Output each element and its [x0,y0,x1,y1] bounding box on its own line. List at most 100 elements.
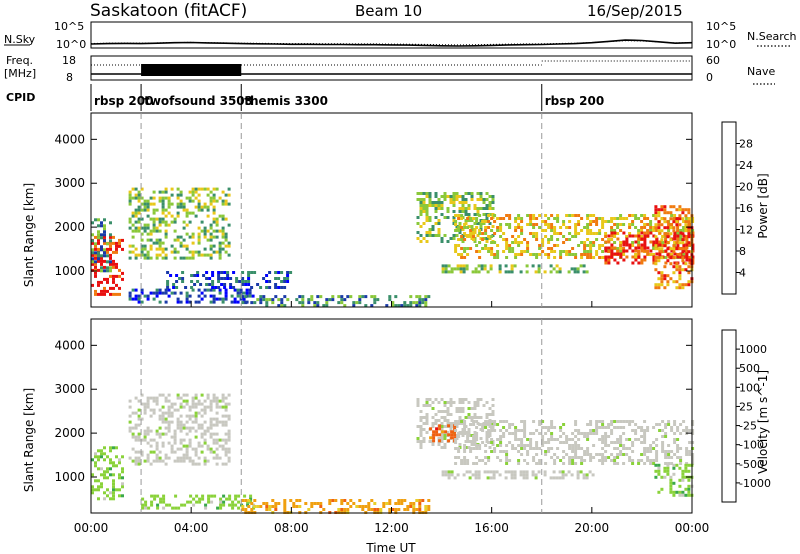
heatmap-cell [179,205,183,209]
heatmap-cell [508,217,512,220]
heatmap-cell [259,295,263,299]
heatmap-cell [589,453,593,456]
heatmap-cell [155,441,159,445]
heatmap-cell [215,396,219,400]
heatmap-cell [155,456,159,460]
heatmap-cell [455,192,459,195]
heatmap-cell [484,229,488,232]
heatmap-cell [428,198,432,201]
heatmap-cell [428,228,432,231]
heatmap-cell [672,229,676,233]
heatmap-cell [670,253,674,256]
heatmap-cell [158,408,162,412]
heatmap-cell [541,238,545,241]
colorbar-tick-label: 8 [739,245,746,258]
heatmap-cell [655,240,659,244]
heatmap-cell [441,470,445,474]
heatmap-cell [628,456,632,459]
heatmap-cell [657,466,661,470]
heatmap-cell [361,508,365,511]
heatmap-cell [146,399,150,403]
heatmap-cell [583,450,587,453]
heatmap-cell [673,438,677,441]
heatmap-cell [640,231,644,235]
heatmap-cell [586,435,590,438]
heatmap-cell [128,196,132,200]
heatmap-cell [568,214,572,217]
heatmap-cell [663,205,667,209]
heatmap-cell [475,226,479,229]
heatmap-cell [523,250,527,253]
heatmap-cell [658,240,662,244]
heatmap-cell [458,222,462,225]
heatmap-cell [179,429,183,433]
heatmap-cell [485,216,489,219]
heatmap-cell [685,429,689,432]
heatmap-cell [643,223,647,226]
heatmap-cell [595,238,599,241]
heatmap-cell [666,469,670,473]
heatmap-cell [619,453,623,456]
heatmap-cell [435,433,439,437]
heatmap-cell [443,216,447,219]
heatmap-cell [467,416,471,419]
heatmap-cell [669,490,673,494]
heatmap-cell [568,250,572,253]
heatmap-cell [203,429,207,433]
heatmap-cell [607,238,611,241]
heatmap-cell [247,274,251,277]
heatmap-cell [203,253,207,257]
heatmap-cell [491,213,495,216]
heatmap-cell [419,428,423,431]
heatmap-cell [589,423,593,426]
heatmap-cell [194,462,198,466]
heatmap-cell [502,238,506,241]
heatmap-cell [663,220,667,224]
heatmap-cell [598,426,602,429]
heatmap-cell [424,295,428,299]
heatmap-cell [550,214,554,217]
heatmap-cell [513,476,517,480]
heatmap-cell [550,426,554,429]
heatmap-cell [161,420,165,424]
heatmap-cell [520,447,524,450]
heatmap-cell [538,459,542,462]
heatmap-cell [140,291,144,295]
heatmap-cell [313,301,317,305]
heatmap-cell [143,256,147,260]
heatmap-cell [268,505,272,508]
heatmap-cell [146,297,150,301]
heatmap-cell [622,462,626,465]
heatmap-cell [467,207,471,210]
heatmap-cell [137,208,141,212]
heatmap-cell [547,247,551,250]
heatmap-cell [493,220,497,223]
heatmap-cell [434,222,438,225]
heatmap-cell [440,422,444,425]
heatmap-cell [466,462,470,465]
heatmap-cell [456,473,460,477]
heatmap-cell [640,237,644,241]
heatmap-cell [676,226,680,229]
heatmap-cell [576,267,580,271]
heatmap-cell [479,219,483,222]
heatmap-cell [248,288,252,292]
heatmap-cell [425,204,429,207]
heatmap-cell [155,226,159,230]
heatmap-cell [493,420,497,423]
heatmap-cell [583,226,587,229]
heatmap-cell [517,438,521,441]
heatmap-cell [397,508,401,511]
heatmap-cell [161,220,165,224]
heatmap-cell [419,425,423,428]
heatmap-cell [441,267,445,271]
heatmap-cell [428,231,432,234]
heatmap-cell [547,223,551,226]
heatmap-cell [520,429,524,432]
heatmap-cell [661,444,665,447]
heatmap-cell [409,304,413,308]
heatmap-cell [239,297,243,301]
heatmap-cell [589,223,593,226]
heatmap-cell [188,199,192,203]
heatmap-cell [649,220,653,223]
